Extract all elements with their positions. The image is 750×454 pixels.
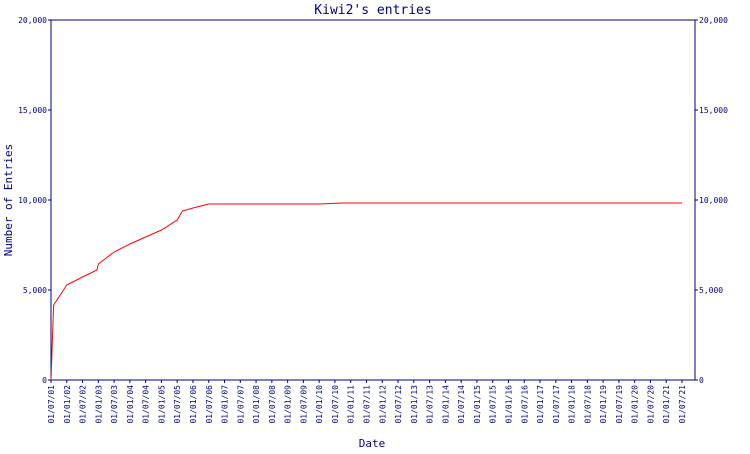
x-tick-label: 01/07/15 — [489, 385, 498, 424]
x-tick-label: 01/01/19 — [599, 385, 608, 424]
x-tick-label: 01/07/03 — [110, 385, 119, 424]
x-tick-label: 01/07/05 — [173, 385, 182, 424]
y2-tick-label: 5,000 — [699, 286, 723, 295]
x-tick-label: 01/01/21 — [662, 385, 671, 424]
x-tick-label: 01/01/13 — [410, 385, 419, 424]
data-line — [50, 202, 682, 381]
x-tick-label: 01/07/11 — [363, 385, 372, 424]
x-tick-label: 01/07/20 — [646, 385, 655, 424]
x-tick-label: 01/01/02 — [63, 385, 72, 424]
x-tick-label: 01/07/16 — [520, 385, 529, 424]
y2-tick-label: 0 — [699, 376, 704, 385]
x-tick-label: 01/01/11 — [347, 385, 356, 424]
x-tick-label: 01/07/09 — [299, 385, 308, 424]
x-tick-label: 01/01/18 — [568, 385, 577, 424]
x-tick-label: 01/07/19 — [615, 385, 624, 424]
x-tick-label: 01/01/17 — [536, 385, 545, 424]
y-tick-label: 10,000 — [18, 196, 47, 205]
x-tick-label: 01/07/10 — [331, 385, 340, 424]
chart-title: Kiwi2's entries — [314, 3, 431, 18]
x-tick-label: 01/07/01 — [47, 385, 56, 424]
x-tick-label: 01/07/12 — [394, 385, 403, 424]
x-tick-label: 01/01/08 — [252, 385, 261, 424]
x-tick-label: 01/07/14 — [457, 385, 466, 424]
x-tick-label: 01/01/07 — [221, 385, 230, 424]
x-tick-label: 01/01/04 — [126, 385, 135, 424]
x-tick-label: 01/01/06 — [189, 385, 198, 424]
x-tick-label: 01/01/16 — [504, 385, 513, 424]
x-tick-label: 01/01/14 — [441, 385, 450, 424]
y-tick-label: 5,000 — [23, 286, 47, 295]
x-tick-label: 01/07/21 — [678, 385, 687, 424]
y-axis-label: Number of Entries — [2, 144, 15, 257]
x-tick-label: 01/01/12 — [378, 385, 387, 424]
y-tick-label: 0 — [42, 376, 47, 385]
x-tick-label: 01/01/09 — [284, 385, 293, 424]
x-tick-label: 01/01/03 — [94, 385, 103, 424]
y-tick-label: 15,000 — [18, 106, 47, 115]
x-tick-label: 01/07/13 — [426, 385, 435, 424]
y2-tick-label: 15,000 — [699, 106, 728, 115]
y-tick-label: 20,000 — [18, 16, 47, 25]
x-tick-label: 01/07/17 — [552, 385, 561, 424]
x-tick-label: 01/07/08 — [268, 385, 277, 424]
x-tick-label: 01/01/10 — [315, 385, 324, 424]
x-tick-label: 01/07/04 — [142, 385, 151, 424]
x-tick-label: 01/07/02 — [79, 385, 88, 424]
x-tick-label: 01/01/20 — [631, 385, 640, 424]
y2-tick-label: 10,000 — [699, 196, 728, 205]
x-tick-label: 01/01/05 — [157, 385, 166, 424]
y2-tick-label: 20,000 — [699, 16, 728, 25]
x-tick-label: 01/07/18 — [583, 385, 592, 424]
x-tick-label: 01/01/15 — [473, 385, 482, 424]
x-axis-label: Date — [359, 437, 386, 450]
x-tick-label: 01/07/07 — [236, 385, 245, 424]
x-tick-label: 01/07/06 — [205, 385, 214, 424]
